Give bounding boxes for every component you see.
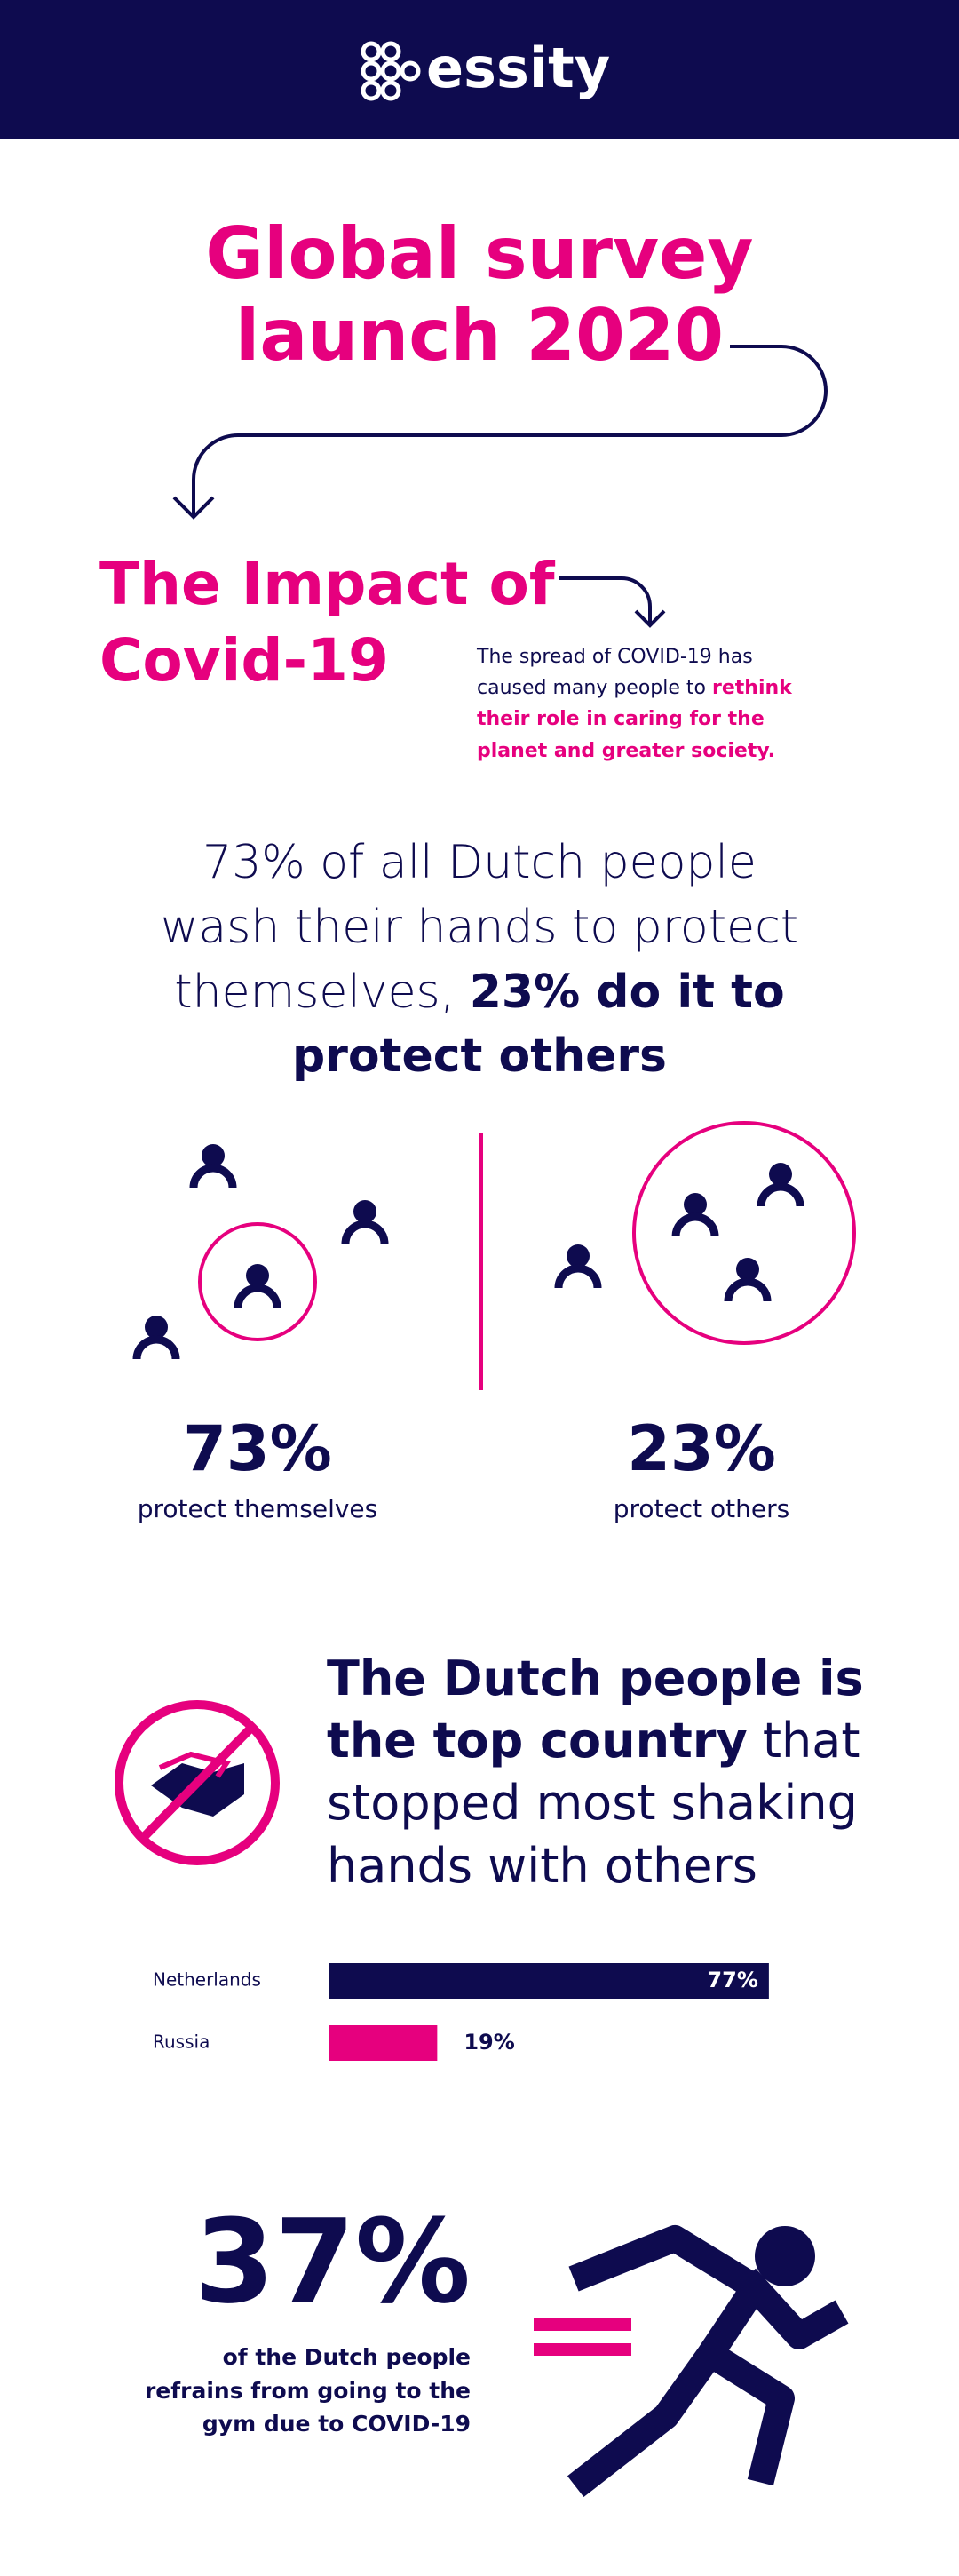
gym-graphics — [534, 2225, 849, 2498]
impact-text-highlight: rethink their role in caring for the pla… — [477, 677, 792, 762]
value-label: 19% — [464, 2030, 514, 2055]
bar — [329, 2025, 438, 2061]
people-icons — [137, 1121, 856, 1390]
statement-bold: 23% do it to protect others — [292, 965, 785, 1084]
logo-icon — [361, 41, 421, 101]
header-bar — [0, 0, 959, 139]
impact-title: The Impact of Covid-19 — [99, 550, 555, 695]
category-label: Russia — [153, 2031, 210, 2053]
impact-text-plain: The spread of COVID-19 has caused many p… — [477, 646, 753, 700]
handwashing-statement: 73% of all Dutch people wash their hands… — [151, 831, 808, 1089]
brand: essity — [426, 36, 611, 100]
stat-label: protect others — [613, 1494, 790, 1523]
gym-value: 37% — [194, 2194, 471, 2329]
category-label: Netherlands — [153, 1969, 261, 1991]
handshake-heading: The Dutch people is the top country that… — [327, 1648, 877, 1897]
stat-value: 23% — [627, 1412, 776, 1485]
stat-label: protect themselves — [137, 1494, 378, 1523]
impact-text: The spread of COVID-19 has caused many p… — [477, 641, 814, 767]
arrows — [172, 345, 828, 628]
value-label: 77% — [707, 1968, 757, 1992]
heading-plain: that stopped most shaking hands with oth… — [327, 1713, 860, 1894]
heading-bold: The Dutch people is the top country — [327, 1650, 864, 1769]
gym-text: of the Dutch people refrains from going … — [144, 2344, 471, 2437]
statement-plain: 73% of all Dutch people wash their hands… — [160, 836, 799, 1019]
bar — [329, 1963, 769, 1999]
main-title: Global survey launch 2020 — [205, 212, 754, 377]
handshake-icon — [115, 1700, 280, 1865]
bar-chart: Netherlands 77% Russia 19% — [153, 1963, 769, 2061]
stat-value: 73% — [183, 1412, 332, 1485]
